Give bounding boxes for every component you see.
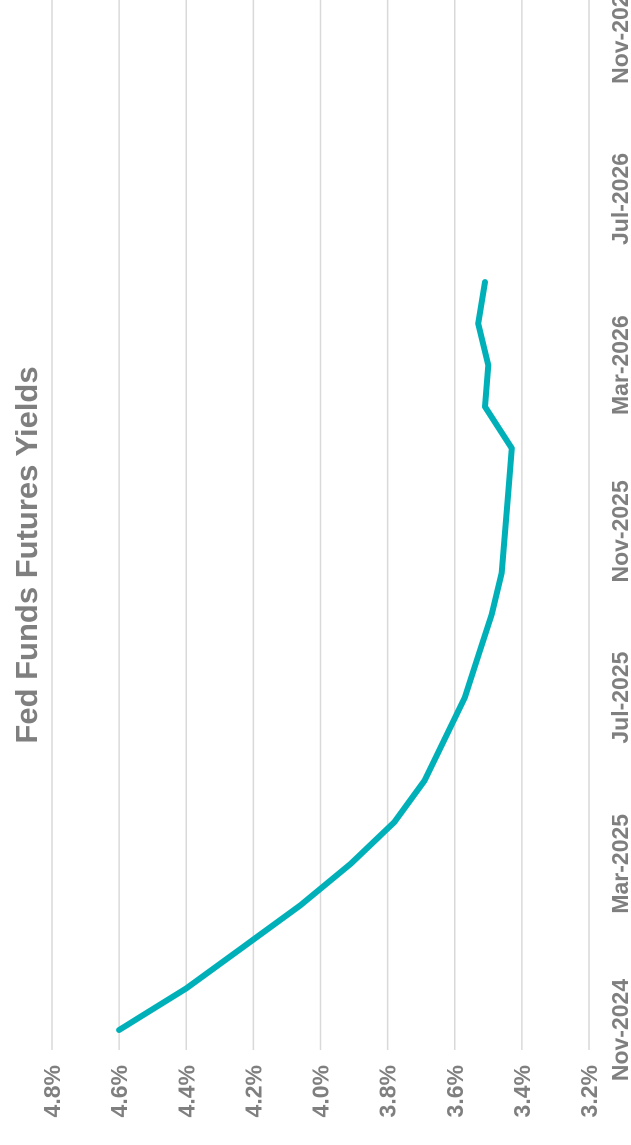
y-tick-label: 3.4% <box>509 1065 535 1117</box>
x-tick-label: Jul-2026 <box>607 153 631 245</box>
y-tick-label: 4.2% <box>240 1065 266 1117</box>
y-tick-label: 4.4% <box>173 1065 199 1117</box>
y-tick-label: 4.6% <box>106 1065 132 1117</box>
y-tick-label: 3.2% <box>576 1065 602 1117</box>
y-tick-label: 3.8% <box>375 1065 401 1117</box>
x-tick-label: Nov-2026 <box>607 0 631 84</box>
y-tick-label: 4.8% <box>39 1065 65 1117</box>
y-axis-tick-labels: 4.8% 4.6% 4.4% 4.2% 4.0% 3.8% 3.6% 3.4% 3.2% <box>39 1065 602 1117</box>
series-line <box>116 279 515 1033</box>
x-axis-tick-labels: Nov-2024 Mar-2025 Jul-2025 Nov-2025 Mar-2026… <box>607 0 631 1081</box>
x-tick-label: Mar-2025 <box>607 814 631 914</box>
x-tick-label: Nov-2025 <box>607 480 631 582</box>
x-tick-label: Nov-2024 <box>607 979 631 1081</box>
y-tick-label: 4.0% <box>308 1065 334 1117</box>
x-tick-label: Mar-2026 <box>607 315 631 415</box>
x-tick-label: Jul-2025 <box>607 651 631 743</box>
y-tick-label: 3.6% <box>442 1065 468 1117</box>
series-group <box>116 279 515 1033</box>
gridlines <box>51 0 590 1050</box>
chart-title: Fed Funds Futures Yields <box>9 366 44 743</box>
